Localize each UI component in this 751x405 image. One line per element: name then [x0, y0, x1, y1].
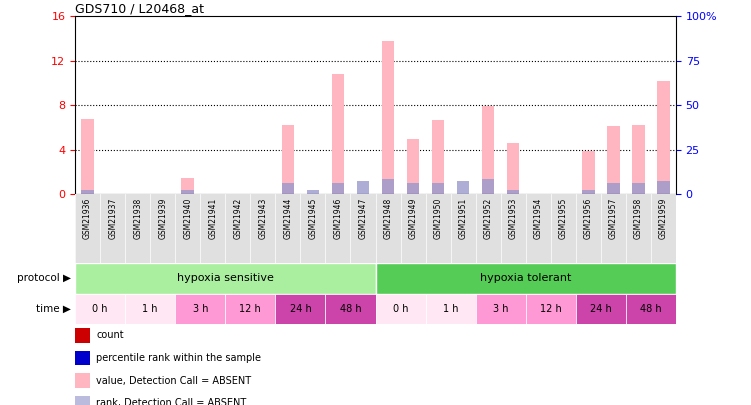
Bar — [657, 81, 670, 194]
Bar — [81, 119, 94, 194]
Bar — [407, 139, 419, 194]
Text: 0 h: 0 h — [92, 304, 108, 314]
Text: GDS710 / L20468_at: GDS710 / L20468_at — [75, 2, 204, 15]
Text: 3 h: 3 h — [192, 304, 208, 314]
Text: time ▶: time ▶ — [37, 304, 71, 314]
Bar — [582, 151, 595, 194]
Text: GSM21950: GSM21950 — [433, 198, 442, 239]
Text: GSM21940: GSM21940 — [183, 198, 192, 239]
Bar — [582, 190, 595, 194]
Text: GSM21953: GSM21953 — [508, 198, 517, 239]
Bar — [432, 120, 445, 194]
Text: GSM21956: GSM21956 — [584, 198, 593, 239]
Text: GSM21945: GSM21945 — [309, 198, 318, 239]
Bar — [75, 328, 90, 343]
Bar — [81, 190, 94, 194]
Text: 12 h: 12 h — [540, 304, 562, 314]
Text: 24 h: 24 h — [590, 304, 611, 314]
Bar — [125, 294, 175, 324]
Text: rank, Detection Call = ABSENT: rank, Detection Call = ABSENT — [96, 399, 246, 405]
Bar — [175, 294, 225, 324]
Text: 1 h: 1 h — [143, 304, 158, 314]
Text: hypoxia tolerant: hypoxia tolerant — [480, 273, 572, 283]
Text: GSM21938: GSM21938 — [133, 198, 142, 239]
Text: GSM21947: GSM21947 — [358, 198, 367, 239]
Bar — [382, 41, 394, 194]
Text: 12 h: 12 h — [240, 304, 261, 314]
Bar — [225, 294, 276, 324]
Bar — [182, 178, 194, 194]
Text: GSM21952: GSM21952 — [484, 198, 493, 239]
Bar — [75, 351, 90, 365]
Bar — [382, 179, 394, 194]
Bar — [657, 181, 670, 194]
Bar — [426, 294, 475, 324]
Bar — [482, 179, 494, 194]
Bar — [626, 294, 676, 324]
Text: 48 h: 48 h — [339, 304, 361, 314]
Text: 24 h: 24 h — [290, 304, 311, 314]
Text: 3 h: 3 h — [493, 304, 508, 314]
Bar — [332, 74, 344, 194]
Text: GSM21959: GSM21959 — [659, 198, 668, 239]
Text: GSM21957: GSM21957 — [609, 198, 618, 239]
Text: GSM21944: GSM21944 — [283, 198, 292, 239]
Bar — [576, 294, 626, 324]
Bar — [507, 190, 520, 194]
Bar — [75, 263, 376, 294]
Text: hypoxia sensitive: hypoxia sensitive — [177, 273, 273, 283]
Text: GSM21942: GSM21942 — [234, 198, 243, 239]
Bar — [457, 181, 469, 194]
Text: 1 h: 1 h — [443, 304, 458, 314]
Text: GSM21939: GSM21939 — [158, 198, 167, 239]
Bar — [182, 190, 194, 194]
Text: value, Detection Call = ABSENT: value, Detection Call = ABSENT — [96, 376, 252, 386]
Bar — [607, 126, 620, 194]
Text: GSM21941: GSM21941 — [208, 198, 217, 239]
Bar — [282, 183, 294, 194]
Bar — [75, 396, 90, 405]
Text: count: count — [96, 330, 124, 340]
Bar — [376, 263, 676, 294]
Bar — [607, 183, 620, 194]
Text: 0 h: 0 h — [393, 304, 409, 314]
Text: percentile rank within the sample: percentile rank within the sample — [96, 353, 261, 363]
Text: GSM21948: GSM21948 — [384, 198, 393, 239]
Bar — [276, 294, 325, 324]
Bar — [407, 183, 419, 194]
Bar — [332, 183, 344, 194]
Bar — [507, 143, 520, 194]
Bar — [376, 294, 426, 324]
Text: GSM21943: GSM21943 — [258, 198, 267, 239]
Bar — [75, 373, 90, 388]
Text: GSM21936: GSM21936 — [83, 198, 92, 239]
Text: GSM21951: GSM21951 — [459, 198, 468, 239]
Text: GSM21954: GSM21954 — [534, 198, 543, 239]
Bar — [632, 183, 644, 194]
Text: GSM21955: GSM21955 — [559, 198, 568, 239]
Text: GSM21946: GSM21946 — [333, 198, 342, 239]
Bar — [325, 294, 376, 324]
Bar — [482, 107, 494, 194]
Bar — [526, 294, 576, 324]
Text: GSM21937: GSM21937 — [108, 198, 117, 239]
Bar — [632, 125, 644, 194]
Text: 48 h: 48 h — [640, 304, 662, 314]
Text: protocol ▶: protocol ▶ — [17, 273, 71, 283]
Bar — [357, 181, 369, 194]
Text: GSM21958: GSM21958 — [634, 198, 643, 239]
Bar — [282, 125, 294, 194]
Text: GSM21949: GSM21949 — [409, 198, 418, 239]
Bar — [475, 294, 526, 324]
Bar — [75, 294, 125, 324]
Bar — [306, 190, 319, 194]
Bar — [432, 183, 445, 194]
